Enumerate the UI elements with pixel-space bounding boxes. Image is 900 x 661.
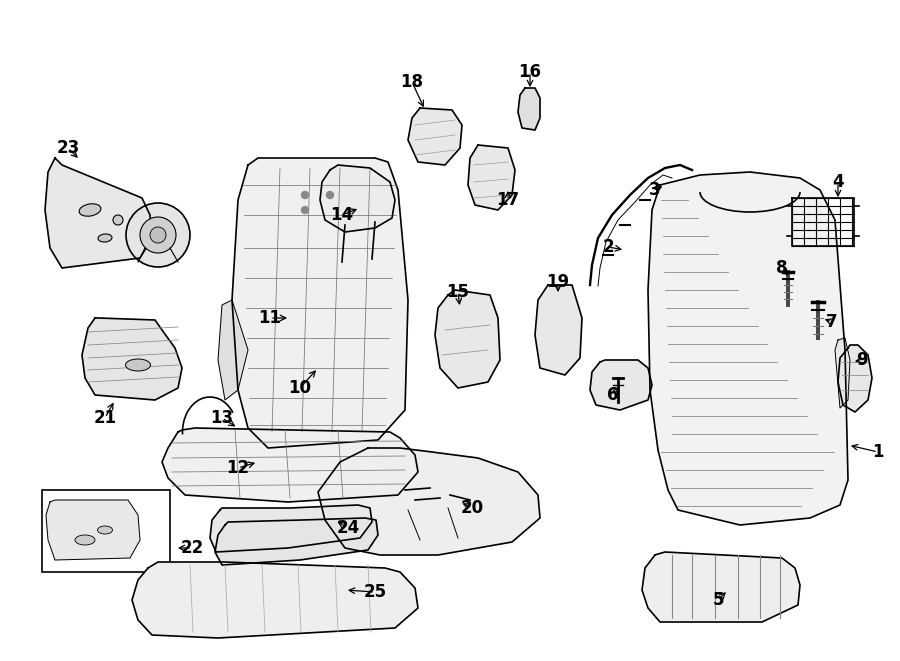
Text: 4: 4 bbox=[832, 173, 844, 191]
Ellipse shape bbox=[98, 234, 112, 242]
Text: 15: 15 bbox=[446, 283, 470, 301]
Text: 25: 25 bbox=[364, 583, 387, 601]
Polygon shape bbox=[320, 165, 395, 232]
Text: 6: 6 bbox=[608, 386, 619, 404]
Text: 16: 16 bbox=[518, 63, 542, 81]
Circle shape bbox=[126, 203, 190, 267]
Polygon shape bbox=[648, 172, 848, 525]
Text: 20: 20 bbox=[461, 499, 483, 517]
Text: 2: 2 bbox=[602, 238, 614, 256]
Circle shape bbox=[302, 192, 309, 198]
Text: 11: 11 bbox=[258, 309, 282, 327]
Text: 21: 21 bbox=[94, 409, 117, 427]
Polygon shape bbox=[642, 552, 800, 622]
Text: 13: 13 bbox=[211, 409, 234, 427]
Text: 7: 7 bbox=[826, 313, 838, 331]
Polygon shape bbox=[46, 500, 140, 560]
Ellipse shape bbox=[97, 526, 112, 534]
Circle shape bbox=[327, 192, 334, 198]
Text: 9: 9 bbox=[856, 351, 868, 369]
Text: 24: 24 bbox=[337, 519, 360, 537]
Polygon shape bbox=[518, 88, 540, 130]
Ellipse shape bbox=[125, 359, 150, 371]
Circle shape bbox=[140, 217, 176, 253]
Polygon shape bbox=[318, 448, 540, 555]
Polygon shape bbox=[838, 345, 872, 412]
Text: 3: 3 bbox=[649, 181, 661, 199]
Text: 17: 17 bbox=[497, 191, 519, 209]
Text: 12: 12 bbox=[227, 459, 249, 477]
Polygon shape bbox=[835, 338, 850, 408]
Circle shape bbox=[150, 227, 166, 243]
Text: 14: 14 bbox=[330, 206, 354, 224]
Polygon shape bbox=[210, 505, 372, 552]
Polygon shape bbox=[535, 285, 582, 375]
Text: 19: 19 bbox=[546, 273, 570, 291]
Text: 8: 8 bbox=[776, 259, 788, 277]
Polygon shape bbox=[45, 158, 152, 268]
Polygon shape bbox=[590, 360, 652, 410]
Text: 5: 5 bbox=[712, 591, 724, 609]
Polygon shape bbox=[162, 428, 418, 502]
Bar bbox=[42, 490, 170, 572]
Polygon shape bbox=[132, 562, 418, 638]
Ellipse shape bbox=[75, 535, 95, 545]
Polygon shape bbox=[232, 158, 408, 448]
Circle shape bbox=[113, 215, 123, 225]
Polygon shape bbox=[468, 145, 515, 210]
Text: 23: 23 bbox=[57, 139, 79, 157]
Polygon shape bbox=[82, 318, 182, 400]
Polygon shape bbox=[408, 108, 462, 165]
Text: 1: 1 bbox=[872, 443, 884, 461]
Circle shape bbox=[302, 206, 309, 214]
Text: 22: 22 bbox=[180, 539, 203, 557]
Text: 10: 10 bbox=[289, 379, 311, 397]
Ellipse shape bbox=[79, 204, 101, 216]
Text: 18: 18 bbox=[400, 73, 424, 91]
Polygon shape bbox=[435, 290, 500, 388]
Polygon shape bbox=[218, 300, 248, 400]
Polygon shape bbox=[215, 518, 378, 565]
